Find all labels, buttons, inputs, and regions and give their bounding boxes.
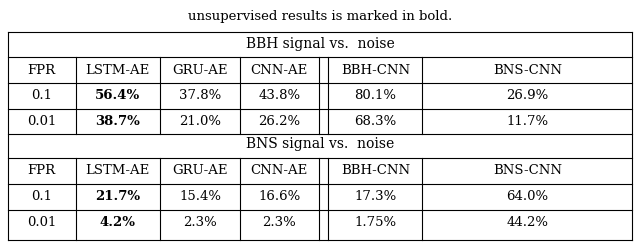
Text: CNN-AE: CNN-AE: [251, 165, 308, 177]
Text: 38.7%: 38.7%: [95, 115, 140, 128]
Text: 68.3%: 68.3%: [354, 115, 397, 128]
Text: CNN-AE: CNN-AE: [251, 64, 308, 77]
Text: 16.6%: 16.6%: [258, 190, 301, 203]
Text: 80.1%: 80.1%: [355, 89, 396, 102]
Text: 64.0%: 64.0%: [506, 190, 548, 203]
Text: BBH-CNN: BBH-CNN: [340, 165, 410, 177]
Text: GRU-AE: GRU-AE: [172, 165, 228, 177]
Text: 26.9%: 26.9%: [506, 89, 548, 102]
Text: 4.2%: 4.2%: [100, 216, 136, 229]
Text: 37.8%: 37.8%: [179, 89, 221, 102]
Text: LSTM-AE: LSTM-AE: [86, 64, 150, 77]
Text: 21.0%: 21.0%: [179, 115, 221, 128]
Text: 0.01: 0.01: [27, 115, 56, 128]
Text: FPR: FPR: [28, 64, 56, 77]
Text: 21.7%: 21.7%: [95, 190, 140, 203]
Text: FPR: FPR: [28, 165, 56, 177]
Text: unsupervised results is marked in bold.: unsupervised results is marked in bold.: [188, 10, 452, 23]
Text: BBH signal vs.  noise: BBH signal vs. noise: [246, 37, 394, 51]
Text: 1.75%: 1.75%: [355, 216, 396, 229]
Text: 0.1: 0.1: [31, 89, 52, 102]
Text: LSTM-AE: LSTM-AE: [86, 165, 150, 177]
Text: 26.2%: 26.2%: [259, 115, 300, 128]
Text: BNS-CNN: BNS-CNN: [493, 64, 562, 77]
Text: 0.01: 0.01: [27, 216, 56, 229]
Text: 0.1: 0.1: [31, 190, 52, 203]
Text: GRU-AE: GRU-AE: [172, 64, 228, 77]
Text: BNS-CNN: BNS-CNN: [493, 165, 562, 177]
Text: 43.8%: 43.8%: [259, 89, 300, 102]
Text: 11.7%: 11.7%: [506, 115, 548, 128]
Text: 15.4%: 15.4%: [179, 190, 221, 203]
Text: 2.3%: 2.3%: [262, 216, 296, 229]
Text: 56.4%: 56.4%: [95, 89, 140, 102]
Text: 2.3%: 2.3%: [183, 216, 217, 229]
Text: BNS signal vs.  noise: BNS signal vs. noise: [246, 138, 394, 151]
Text: 17.3%: 17.3%: [354, 190, 397, 203]
Text: BBH-CNN: BBH-CNN: [340, 64, 410, 77]
Text: 44.2%: 44.2%: [506, 216, 548, 229]
